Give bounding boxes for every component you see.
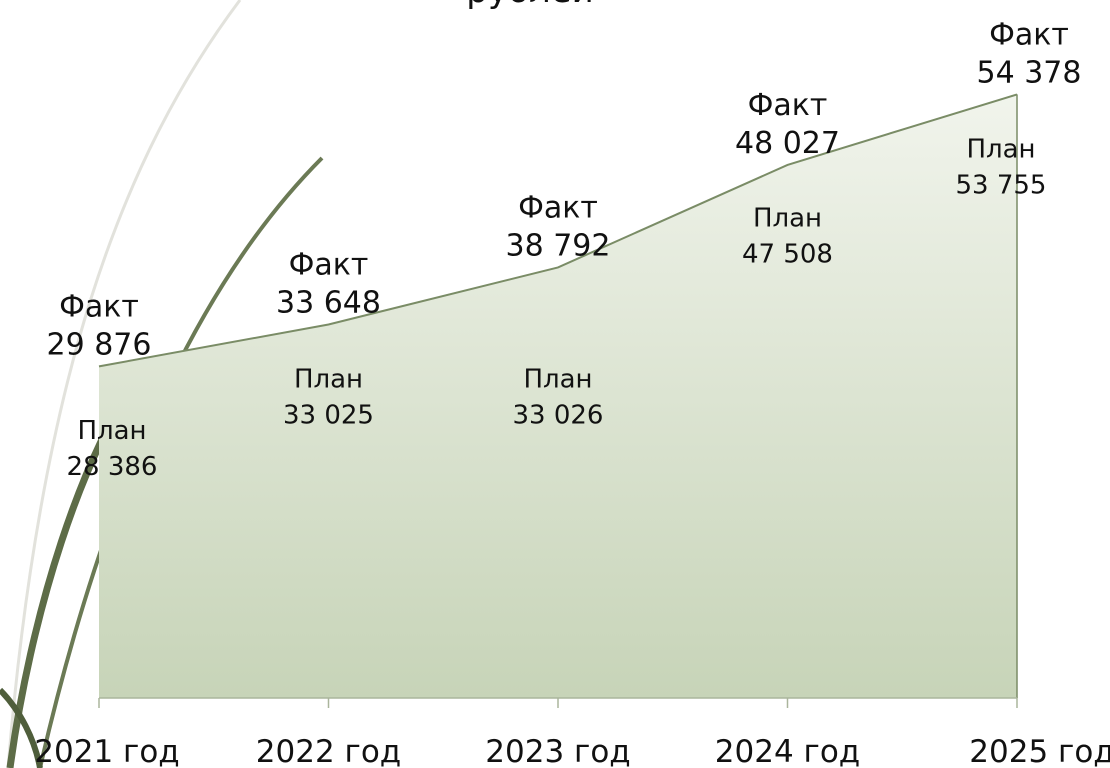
x-tick-label: 2023 год: [485, 734, 630, 768]
value-label: 33 026: [513, 400, 604, 430]
series-name-label: Факт: [518, 190, 598, 225]
series-name-label: План: [966, 134, 1035, 164]
series-name-label: Факт: [748, 88, 828, 123]
series-name-label: Факт: [989, 17, 1069, 52]
x-tick-label: 2021 год: [34, 734, 179, 768]
value-label: 47 508: [742, 240, 833, 270]
area: [99, 94, 1017, 699]
x-tick-label: 2025 год: [969, 734, 1110, 768]
value-label: 54 378: [977, 55, 1082, 90]
series-name-label: Факт: [289, 248, 369, 283]
value-label: 33 025: [283, 400, 374, 430]
series-name-label: План: [77, 416, 146, 446]
series-name-label: План: [523, 364, 592, 394]
value-label: 53 755: [956, 170, 1047, 200]
value-label: 33 648: [276, 286, 381, 321]
value-label: 29 876: [47, 327, 152, 362]
area-line: [98, 93, 1018, 368]
x-tick-label: 2022 год: [256, 734, 401, 768]
series-name-label: План: [753, 204, 822, 234]
value-label: 28 386: [67, 452, 158, 482]
chart-title: рублей: [466, 0, 593, 11]
value-label: 48 027: [735, 126, 840, 161]
value-label: 38 792: [506, 228, 611, 263]
series-name-label: Факт: [59, 289, 139, 324]
x-tick-label: 2024 год: [715, 734, 860, 768]
series-name-label: План: [294, 364, 363, 394]
